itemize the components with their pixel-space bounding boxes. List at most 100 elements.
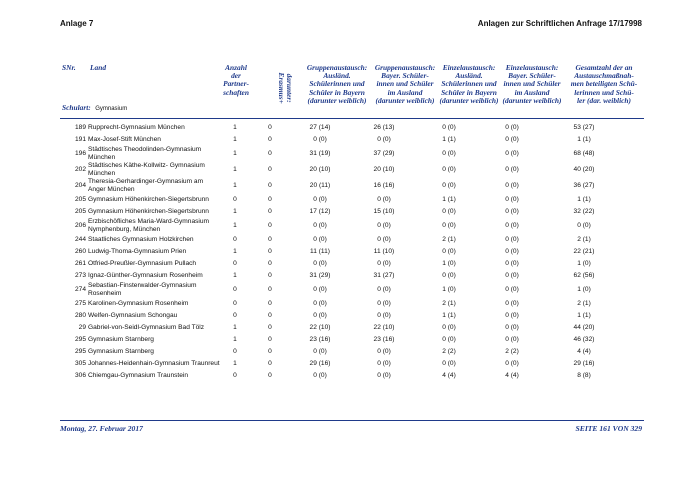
school-number: 189 (74, 124, 86, 131)
cell: 15 (10) (373, 208, 395, 215)
cell: 0 (0) (313, 222, 327, 229)
cell: 23 (16) (373, 336, 395, 343)
header-line: Austauschmaßnah- (574, 71, 634, 81)
header-line: Bayer. Schüler- (381, 71, 429, 81)
cell: 0 (0) (505, 300, 519, 307)
school-number: 244 (74, 236, 86, 243)
table-row: 273 Ignaz-Günther-Gymnasium Rosenheim 1 0 31… (60, 270, 624, 282)
table-row: 280 Welfen-Gymnasium Schongau 0 0 0 (0) 0 (0)… (60, 310, 624, 322)
cell: 1 (233, 166, 237, 173)
cell: 0 (0) (505, 272, 519, 279)
cell: 46 (32) (573, 336, 595, 343)
cell: 0 (233, 312, 237, 319)
cell: 0 (0) (377, 300, 391, 307)
column-header: Einzelaustausch: Bayer. Schüler-innen und… (498, 63, 566, 105)
cell: 1 (0) (577, 260, 591, 267)
cell: 1 (1) (577, 136, 591, 143)
header-line: men beteiligten Schü- (570, 79, 638, 89)
table-row: 295 Gymnasium Starnberg 0 0 0 (0) 0 (0) 2 (2) 2… (60, 346, 624, 358)
cell: 1 (233, 182, 237, 189)
cell: 0 (0) (377, 360, 391, 367)
school-number: 205 (74, 196, 86, 203)
cell: 1 (1) (442, 312, 456, 319)
cell: 0 (0) (442, 166, 456, 173)
column-header: Anzahl der Partner-schaften (218, 63, 254, 97)
cell: 0 (0) (505, 208, 519, 215)
table-row: 196 Städtisches Theodolinden-Gymnasium Mü… (60, 146, 624, 162)
header-line: Bayer. Schüler- (508, 71, 556, 81)
cell: 40 (20) (573, 166, 595, 173)
cell: 17 (12) (309, 208, 331, 215)
col-land: Land (90, 63, 107, 72)
header-line: Einzelaustausch: (505, 63, 559, 72)
header-line: (darunter weiblich) (439, 95, 499, 105)
cell: 1 (233, 222, 237, 229)
header-line: Gruppenaustausch: (374, 63, 436, 72)
cell: 0 (0) (505, 324, 519, 331)
table-row: 305 Johannes-Heidenhain-Gymnasium Traunre… (60, 358, 624, 370)
cell: 1 (233, 324, 237, 331)
school-name: Sebastian-Finsterwalder-Gymnasium Rosenh… (88, 282, 197, 297)
cell: 0 (0) (442, 222, 456, 229)
table-row: 205 Gymnasium Höhenkirchen-Siegertsbrunn 0… (60, 194, 624, 206)
cell: 0 (0) (377, 348, 391, 355)
cell: 0 (0) (505, 286, 519, 293)
cell: 0 (0) (377, 312, 391, 319)
school-number: 29 (78, 324, 86, 331)
cell: 0 (0) (442, 272, 456, 279)
cell: 0 (268, 286, 272, 293)
cell: 0 (268, 372, 272, 379)
school-number: 280 (74, 312, 86, 319)
cell: 1 (0) (442, 260, 456, 267)
cell: 0 (0) (313, 196, 327, 203)
header-line: (darunter weiblich) (307, 95, 367, 105)
cell: 0 (0) (442, 336, 456, 343)
cell: 22 (10) (373, 324, 395, 331)
header-left: Anlage 7 (60, 19, 94, 28)
cell: 0 (268, 248, 272, 255)
cell: 0 (0) (442, 248, 456, 255)
footer-date: Montag, 27. Februar 2017 (60, 424, 143, 433)
cell: 2 (2) (505, 348, 519, 355)
column-header: Gruppenaustausch: Ausländ. Schülerinnen un… (302, 63, 372, 105)
cell: 0 (268, 182, 272, 189)
school-name: Gymnasium Starnberg (88, 336, 154, 343)
cell: 0 (268, 272, 272, 279)
school-number: 295 (74, 336, 86, 343)
cell: 2 (1) (442, 300, 456, 307)
school-number: 260 (74, 248, 86, 255)
header-rule (60, 118, 644, 119)
cell: 0 (268, 208, 272, 215)
header-line: Schülerinnen und (441, 79, 497, 89)
table-row: 306 Chiemgau-Gymnasium Traunstein 0 0 0 (0) 0… (60, 370, 624, 382)
header-line: im Ausland (387, 87, 423, 97)
cell: 0 (233, 236, 237, 243)
cell: 1 (1) (577, 196, 591, 203)
table-row: 295 Gymnasium Starnberg 1 0 23 (16) 23 (16) 0 … (60, 334, 624, 346)
cell: 0 (233, 196, 237, 203)
school-name: Ignaz-Günther-Gymnasium Rosenheim (88, 272, 203, 279)
cell: 0 (0) (505, 336, 519, 343)
cell: 22 (10) (309, 324, 331, 331)
table-row: 274 Sebastian-Finsterwalder-Gymnasium Ros… (60, 282, 624, 298)
cell: 0 (268, 124, 272, 131)
cell: 1 (233, 150, 237, 157)
cell: 0 (268, 236, 272, 243)
header-line: der (231, 71, 241, 81)
table-row: 204 Theresia-Gerhardinger-Gymnasium am An… (60, 178, 624, 194)
cell: 1 (0) (577, 286, 591, 293)
cell: 0 (0) (442, 208, 456, 215)
cell: 0 (268, 196, 272, 203)
cell: 0 (268, 166, 272, 173)
header-line: ler (dar. weiblich) (577, 95, 631, 105)
cell: 0 (0) (377, 136, 391, 143)
cell: 0 (233, 300, 237, 307)
cell: 4 (4) (442, 372, 456, 379)
cell: 8 (8) (577, 372, 591, 379)
cell: 0 (0) (313, 312, 327, 319)
school-number: 191 (74, 136, 86, 143)
header-line: Schülerinnen und (309, 79, 365, 89)
cell: 1 (233, 272, 237, 279)
cell: 0 (268, 348, 272, 355)
table-row: 275 Karolinen-Gymnasium Rosenheim 0 0 0 (0) 0… (60, 298, 624, 310)
